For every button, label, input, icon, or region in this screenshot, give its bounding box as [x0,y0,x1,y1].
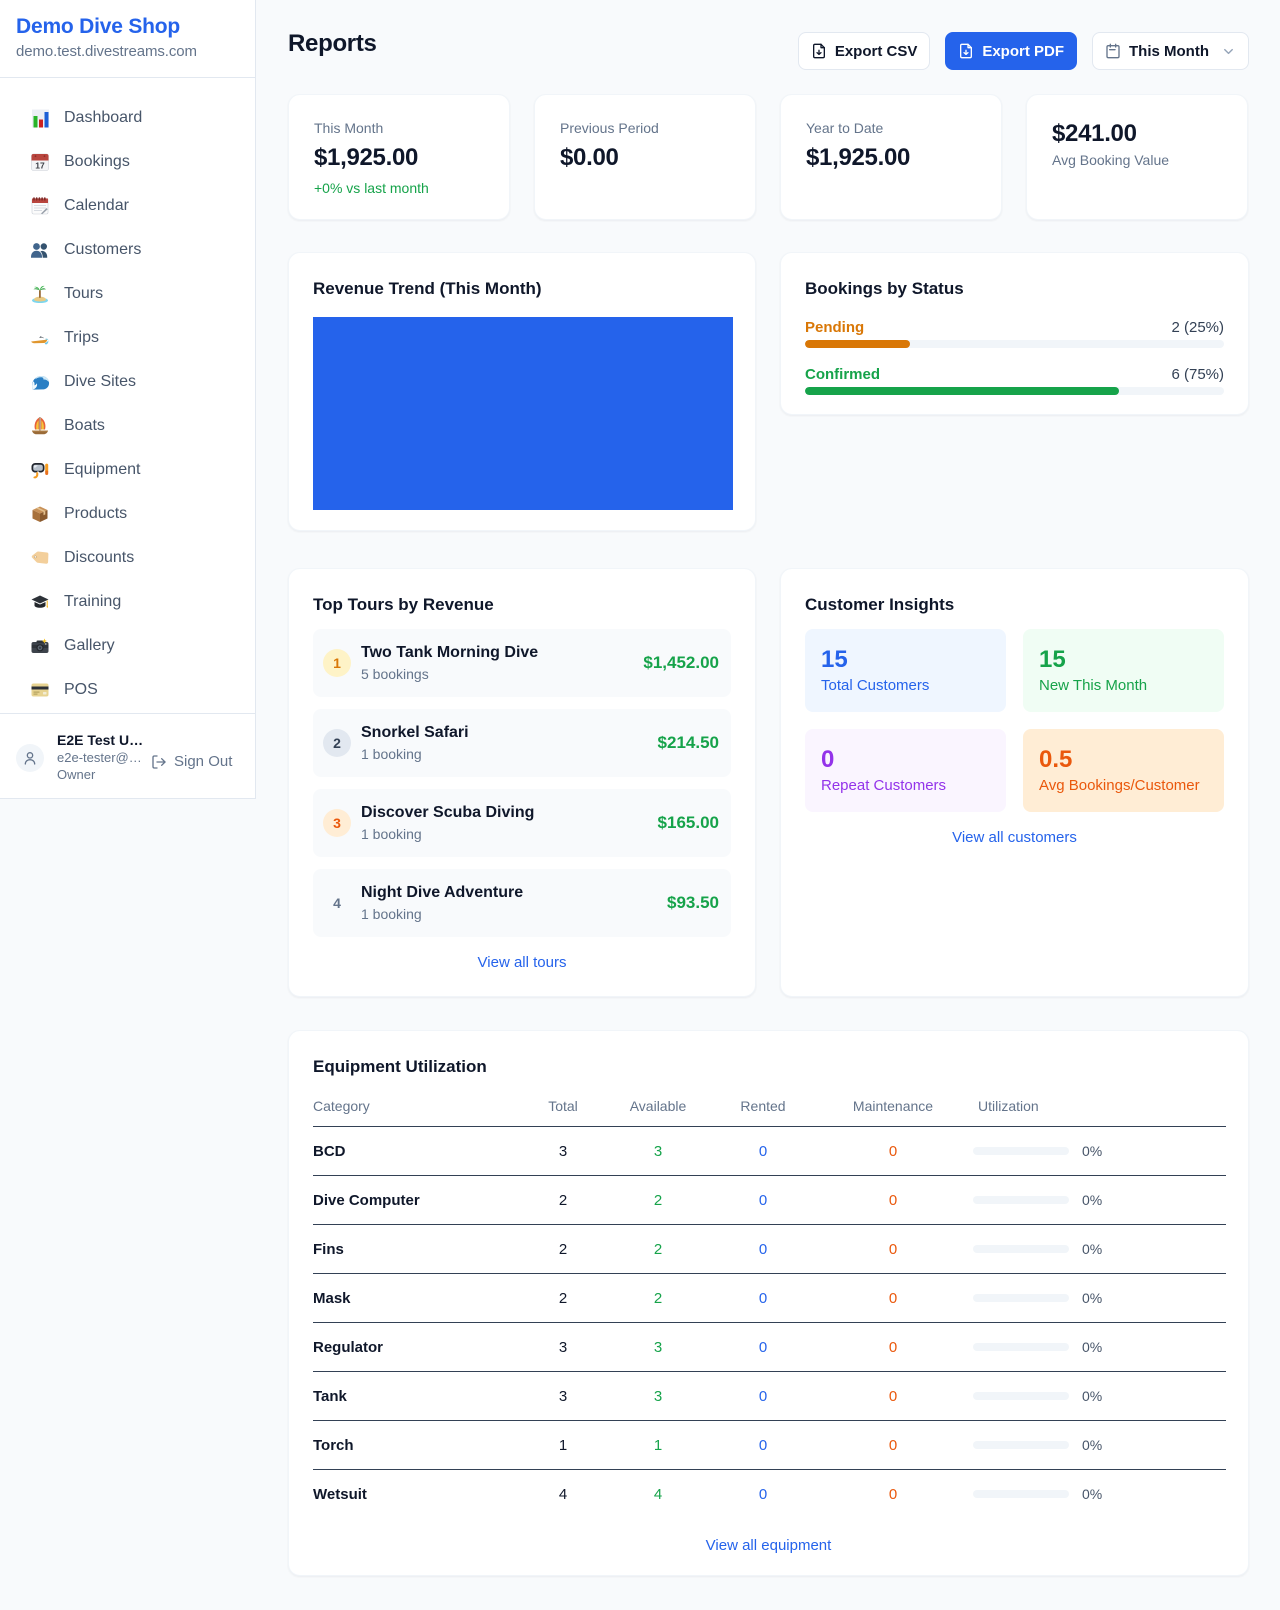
svg-text:17: 17 [35,161,45,171]
